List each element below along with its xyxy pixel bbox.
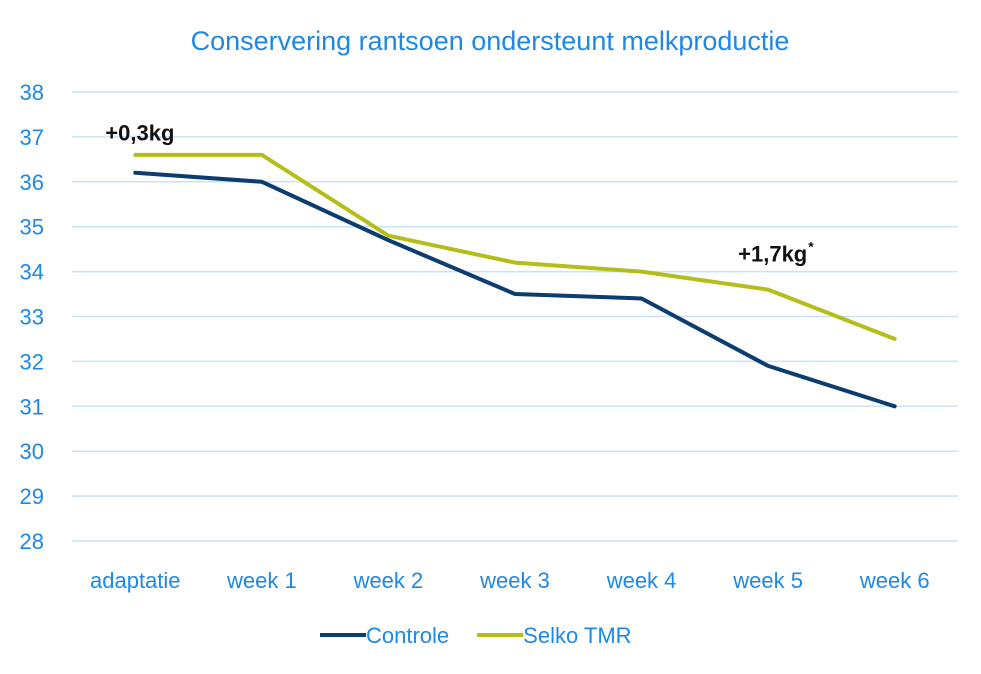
- x-axis-tick-labels: adaptatie week 1 week 2 week 3 week 4 week 5 w…: [90, 568, 930, 593]
- x-tick-label: week 6: [859, 568, 930, 593]
- annotation-label: +0,3kg: [105, 120, 174, 145]
- series-line-controle: [133, 170, 897, 409]
- x-tick-label: adaptatie: [90, 568, 181, 593]
- y-tick-label: 28: [20, 529, 44, 554]
- chart-title: Conservering rantsoen ondersteunt melkpr…: [191, 26, 790, 56]
- y-tick-label: 35: [20, 215, 44, 240]
- y-tick-label: 30: [20, 439, 44, 464]
- annotation-value: +0,3kg: [105, 120, 174, 145]
- y-tick-label: 29: [20, 484, 44, 509]
- series-line-selko-tmr: [133, 152, 897, 341]
- x-tick-label: week 5: [732, 568, 803, 593]
- x-tick-label: week 2: [353, 568, 424, 593]
- y-tick-label: 31: [20, 394, 44, 419]
- legend-label-selko-tmr: Selko TMR: [523, 623, 631, 648]
- legend: Controle Selko TMR: [320, 623, 632, 648]
- y-tick-label: 37: [20, 125, 44, 150]
- series-lines: [133, 152, 897, 409]
- y-tick-label: 36: [20, 170, 44, 195]
- x-tick-label: week 1: [226, 568, 297, 593]
- y-axis-tick-labels: 28 29 30 31 32 33 34 35 36 37 38: [20, 80, 44, 554]
- y-tick-label: 32: [20, 349, 44, 374]
- grid-lines: [72, 91, 958, 542]
- annotation-label: +1,7kg*: [738, 239, 814, 267]
- annotation-superscript: *: [808, 239, 814, 255]
- x-tick-label: week 4: [606, 568, 677, 593]
- y-tick-label: 33: [20, 305, 44, 330]
- annotations: +0,3kg +1,7kg*: [105, 120, 814, 266]
- x-tick-label: week 3: [479, 568, 550, 593]
- annotation-value: +1,7kg: [738, 242, 807, 267]
- y-tick-label: 34: [20, 260, 44, 285]
- y-tick-label: 38: [20, 80, 44, 105]
- legend-label-controle: Controle: [366, 623, 449, 648]
